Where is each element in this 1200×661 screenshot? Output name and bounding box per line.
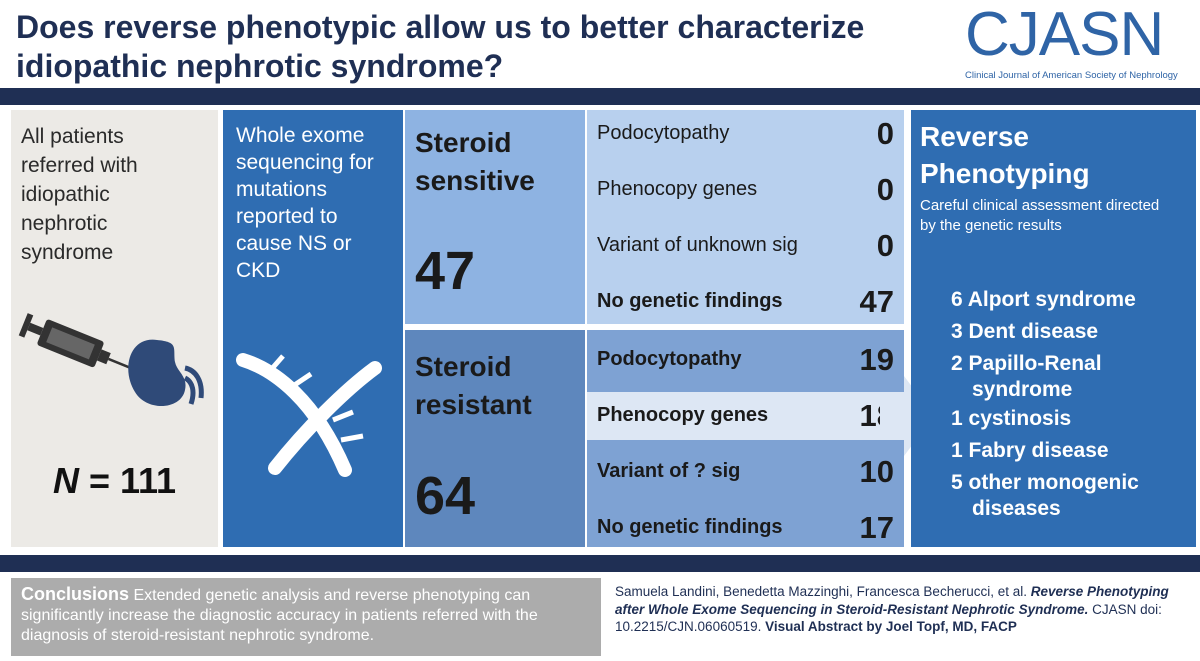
citation-doi: CJASN doi: 10.2215/CJN.06060519. [615,601,1162,635]
total-patients-count: N = 111 [11,460,218,502]
result-row-value: 10 [859,454,894,489]
logo-wordmark: CJASN [965,0,1164,69]
diagnosis-text: 2 Papillo-Renal [951,352,1102,375]
conclusions-text: Conclusions Extended genetic analysis an… [21,584,591,646]
reverse-phenotyping-title: Reverse Phenotyping [920,118,1090,192]
reverse-phenotyping-subtitle: Careful clinical assessment directed by … [920,196,1190,236]
result-row-value: 0 [876,228,894,263]
dna-helix-icon [236,353,382,477]
diagnosis-item: 2 Papillo-Renal syndrome [951,348,1191,403]
title-line-1: Does reverse phenotypic allow us to bett… [16,9,865,45]
diagnosis-text-continued: syndrome [972,378,1073,401]
conclusions-body: Extended genetic analysis and reverse ph… [21,587,538,644]
diagnosis-text: 1 cystinosis [951,407,1072,430]
patients-line: referred with [21,154,138,177]
reverse-phenotyping-panel: Reverse Phenotyping Careful clinical ass… [911,110,1196,547]
result-row-label: Podocytopathy [597,348,742,370]
patients-line: syndrome [21,241,114,264]
footer-divider [0,555,1200,572]
sequencing-line: CKD [236,259,281,282]
steroid-sensitive-title-line-1: Steroid [415,127,512,158]
patients-description: All patients referred with idiopathic ne… [21,122,211,267]
result-row-value: 0 [876,172,894,207]
diagnosis-text: 1 Fabry disease [951,439,1109,462]
sequencing-description: Whole exome sequencing for mutations rep… [236,122,401,284]
logo-subtitle: Clinical Journal of American Society of … [965,70,1178,81]
steroid-resistant-results: Podocytopathy 19 Phenocopy genes 18 Vari… [587,330,904,547]
rp-title-line-1: Reverse [920,121,1029,152]
conclusions-heading: Conclusions [21,584,130,604]
result-row-label: No genetic findings [597,290,783,312]
diagnosis-item: 1 Fabry disease [951,435,1191,467]
patients-line: idiopathic [21,183,110,206]
steroid-resistant-title-line-2: resistant [415,389,532,420]
n-symbol: N [52,460,79,501]
patients-line: All patients [21,125,124,148]
diagnosis-text-continued: diseases [972,497,1061,520]
diagnosis-item: 1 cystinosis [951,403,1191,435]
rp-subtitle-line-1: Careful clinical assessment directed [920,197,1160,214]
diagnosis-list: 6 Alport syndrome 3 Dent disease 2 Papil… [951,284,1191,522]
diagnosis-item: 3 Dent disease [951,316,1191,348]
result-row-value: 47 [859,284,894,319]
citation-credit: Visual Abstract by Joel Topf, MD, FACP [765,619,1017,634]
sequencing-line: reported to [236,205,338,228]
journal-logo: CJASN Clinical Journal of American Socie… [965,0,1195,86]
rp-subtitle-line-2: by the genetic results [920,217,1062,234]
rp-title-line-2: Phenotyping [920,158,1090,189]
steroid-sensitive-title: Steroid sensitive [415,124,535,200]
citation-authors: Samuela Landini, Benedetta Mazzinghi, Fr… [615,584,1031,599]
result-row-label: Phenocopy genes [597,178,758,200]
citation-article-title: Reverse Phenotyping after Whole Exome Se… [615,584,1169,617]
title-line-2: idiopathic nephrotic syndrome? [16,48,504,84]
diagnosis-text: 5 other monogenic [951,471,1139,494]
citation: Samuela Landini, Benedetta Mazzinghi, Fr… [615,583,1195,636]
steroid-sensitive-title-line-2: sensitive [415,165,535,196]
steroid-resistant-title-line-1: Steroid [415,351,512,382]
steroid-resistant-header: Steroid resistant 64 [405,330,585,547]
result-row-label: Variant of ? sig [597,460,741,482]
diagnosis-item: 6 Alport syndrome [951,284,1191,316]
phenocopy-highlight [587,392,904,440]
header-divider [0,88,1200,105]
sequencing-line: Whole exome [236,124,365,147]
conclusions-box: Conclusions Extended genetic analysis an… [11,578,601,656]
result-row-label: No genetic findings [597,516,783,538]
sequencing-line: sequencing for [236,151,374,174]
result-row-label: Podocytopathy [597,122,730,144]
diagnosis-text: 3 Dent disease [951,320,1099,343]
syringe-kidney-icon [18,313,204,407]
result-row-value: 17 [859,510,894,545]
arrow-right-icon [880,376,934,456]
sequencing-panel: Whole exome sequencing for mutations rep… [223,110,403,547]
page-title: Does reverse phenotypic allow us to bett… [16,8,946,86]
diagnosis-item: 5 other monogenic diseases [951,467,1191,522]
steroid-resistant-title: Steroid resistant [415,348,532,424]
result-row-label: Phenocopy genes [597,404,769,426]
result-row-value: 19 [859,342,894,377]
steroid-sensitive-results: Podocytopathy 0 Phenocopy genes 0 Varian… [587,110,904,324]
patients-panel: All patients referred with idiopathic ne… [11,110,218,547]
steroid-sensitive-count: 47 [415,241,476,301]
result-row-value: 0 [876,116,894,151]
steroid-sensitive-header: Steroid sensitive 47 [405,110,585,324]
sequencing-line: cause NS or [236,232,352,255]
steroid-resistant-count: 64 [415,466,476,526]
n-value: = 111 [78,460,177,501]
diagnosis-text: 6 Alport syndrome [951,288,1136,311]
sequencing-line: mutations [236,178,328,201]
result-row-label: Variant of unknown sig [597,234,798,256]
patients-line: nephrotic [21,212,108,235]
